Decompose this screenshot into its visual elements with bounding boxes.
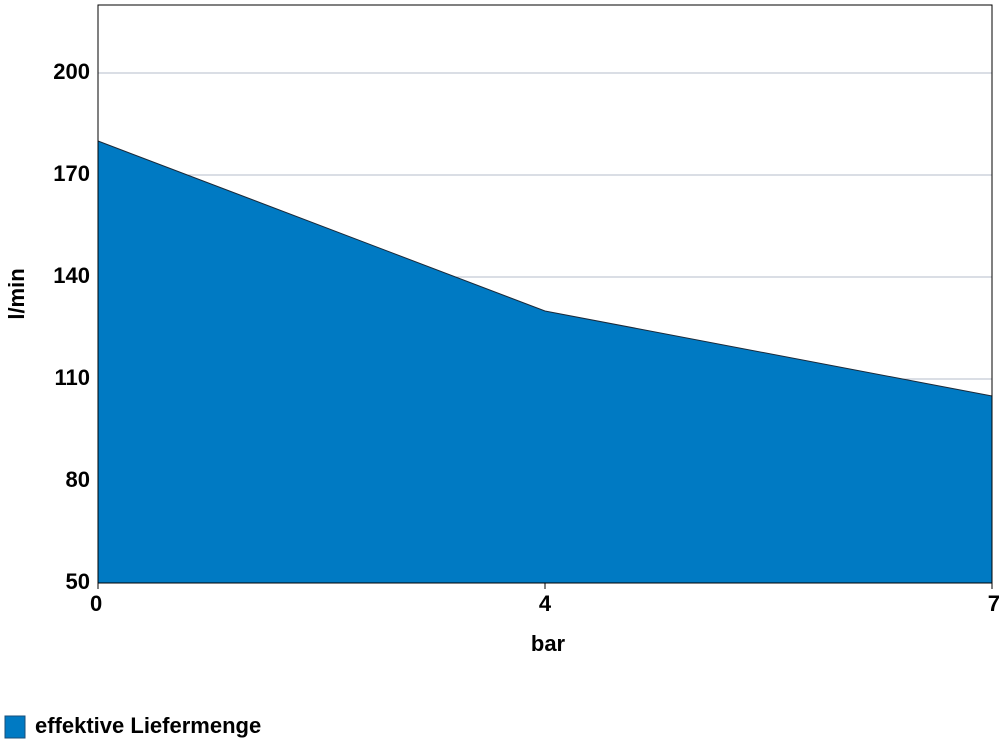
plot-frame	[97, 4, 993, 584]
legend-label: effektive Liefermenge	[35, 713, 261, 738]
area-line	[97, 140, 993, 397]
y-axis-label: l/min	[4, 268, 29, 319]
y-tick-label: 170	[53, 161, 90, 186]
x-tick-label: 7	[988, 591, 1000, 616]
y-tick-label: 110	[55, 365, 91, 390]
x-axis-label: bar	[531, 631, 566, 656]
x-tick-label: 4	[539, 591, 552, 616]
area	[98, 141, 992, 583]
legend-swatch	[4, 715, 26, 739]
y-tick-label: 80	[66, 467, 90, 492]
y-tick-label: 140	[53, 263, 90, 288]
y-tick-label: 200	[53, 59, 90, 84]
x-tick-label: 0	[90, 591, 102, 616]
y-tick-label: 50	[66, 569, 90, 594]
